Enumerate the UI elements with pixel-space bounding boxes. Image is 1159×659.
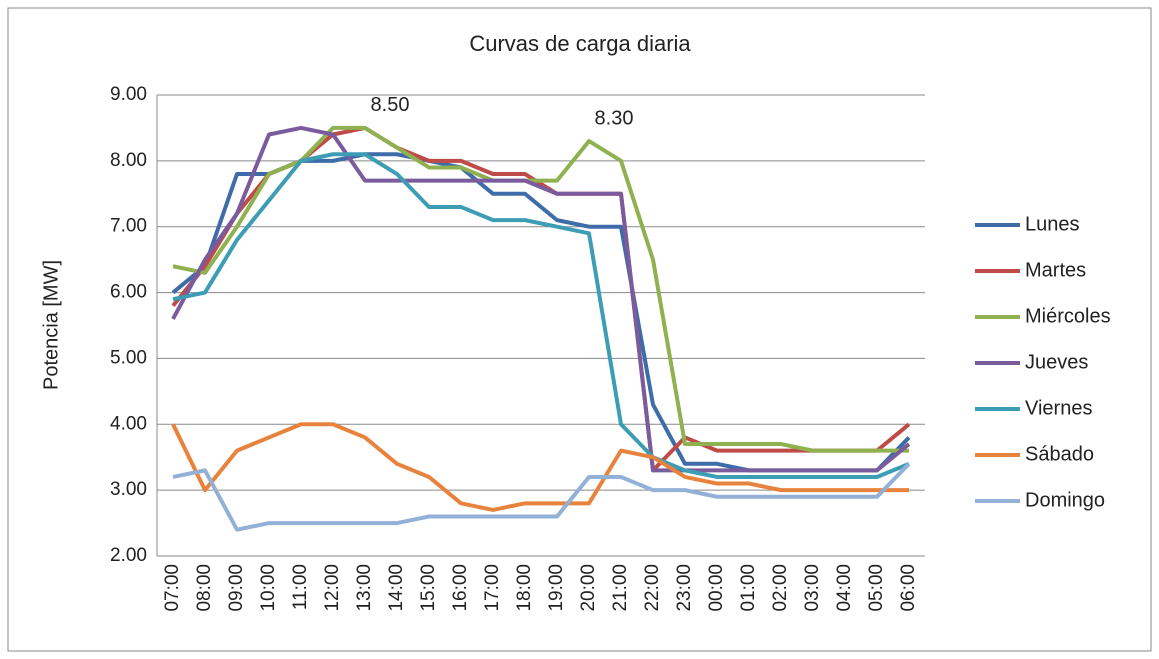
x-tick-label: 04:00 <box>834 564 855 612</box>
x-tick-label: 07:00 <box>162 564 183 612</box>
y-tick-label: 7.00 <box>110 216 147 237</box>
x-tick-label: 10:00 <box>258 564 279 612</box>
legend-label: Jueves <box>1025 351 1088 373</box>
legend-label: Viernes <box>1025 397 1092 419</box>
x-tick-label: 08:00 <box>194 564 215 612</box>
x-tick-label: 17:00 <box>482 564 503 612</box>
x-tick-label: 11:00 <box>290 564 311 610</box>
y-tick-label: 5.00 <box>110 347 147 368</box>
series-line <box>172 152 910 479</box>
y-tick-label: 2.00 <box>110 545 147 566</box>
series-line <box>172 462 911 532</box>
x-tick-label: 23:00 <box>674 564 695 612</box>
x-tick-label: 22:00 <box>642 564 663 612</box>
x-tick-label: 03:00 <box>802 564 823 612</box>
y-tick-label: 9.00 <box>110 84 147 105</box>
x-tick-label: 19:00 <box>546 564 567 612</box>
series-line <box>172 125 909 453</box>
x-tick-label: 18:00 <box>514 564 535 612</box>
data-label: 8.50 <box>371 94 410 116</box>
x-tick-label: 00:00 <box>706 564 727 612</box>
x-tick-label: 15:00 <box>418 564 439 612</box>
series-line <box>171 422 909 512</box>
x-tick-label: 21:00 <box>610 564 631 612</box>
y-tick-label: 6.00 <box>110 282 147 303</box>
x-tick-label: 14:00 <box>386 564 407 612</box>
chart-frame <box>7 7 1152 652</box>
x-tick-label: 05:00 <box>866 564 887 612</box>
y-tick-label: 4.00 <box>110 413 147 434</box>
legend-label: Sábado <box>1025 443 1094 465</box>
y-tick-label: 8.00 <box>110 150 147 171</box>
y-axis-label: Potencia [MW] <box>40 260 62 390</box>
chart-title: Curvas de carga diaria <box>469 31 691 56</box>
legend-label: Lunes <box>1025 213 1080 235</box>
x-tick-label: 12:00 <box>322 564 343 612</box>
x-tick-label: 16:00 <box>450 564 471 612</box>
data-label: 8.30 <box>595 107 634 129</box>
legend-label: Martes <box>1025 259 1086 281</box>
x-tick-label: 01:00 <box>738 564 759 612</box>
x-tick-label: 02:00 <box>770 564 791 612</box>
x-tick-label: 09:00 <box>226 564 247 612</box>
legend-label: Domingo <box>1025 489 1105 511</box>
legend-label: Miércoles <box>1025 305 1111 327</box>
x-tick-label: 20:00 <box>578 564 599 612</box>
y-tick-label: 3.00 <box>110 479 147 500</box>
x-tick-label: 13:00 <box>354 564 375 612</box>
series-line <box>171 125 911 473</box>
x-tick-label: 06:00 <box>898 564 919 612</box>
